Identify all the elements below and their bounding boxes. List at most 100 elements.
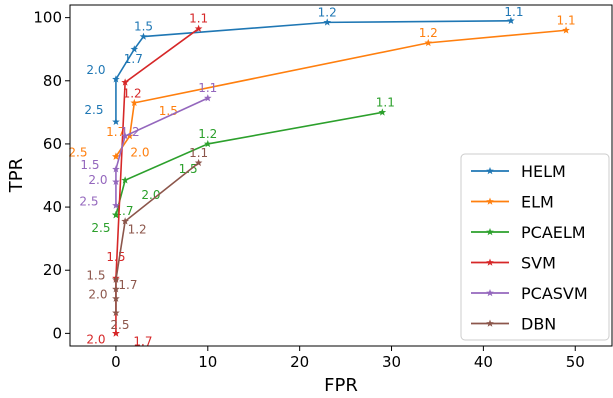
legend-entry-helm: HELM bbox=[471, 162, 566, 181]
series-helm: 1.1 1.2 1.5 1.7 2.0 2.5 bbox=[84, 5, 523, 126]
point-label-pcaelm: 1.2 bbox=[198, 127, 217, 141]
point-label-svm: 1.1 bbox=[189, 12, 208, 26]
legend-entry-elm: ELM bbox=[471, 193, 554, 212]
point-label-elm: 1.1 bbox=[557, 13, 576, 27]
data-point-dbn bbox=[112, 285, 120, 293]
data-point-helm bbox=[112, 75, 120, 83]
data-point-helm bbox=[139, 32, 148, 40]
legend-label: PCASVM bbox=[521, 284, 588, 303]
data-point-helm bbox=[507, 16, 515, 25]
point-label-pcasvm: 2.0 bbox=[88, 173, 107, 187]
series-dbn: 1.11.21.51.72.02.5 bbox=[86, 146, 208, 332]
data-point-helm bbox=[130, 45, 139, 53]
y-tick-label: 0 bbox=[52, 324, 62, 342]
legend-marker bbox=[486, 197, 494, 205]
legend-marker bbox=[486, 289, 494, 297]
legend-label: DBN bbox=[521, 315, 556, 334]
data-point-pcasvm bbox=[121, 132, 129, 140]
data-point-pcasvm bbox=[112, 177, 120, 186]
legend-label: SVM bbox=[521, 254, 556, 273]
point-label-svm: 1.2 bbox=[123, 86, 142, 100]
legend-label: PCAELM bbox=[521, 223, 586, 242]
y-tick-label: 20 bbox=[43, 261, 62, 279]
point-label-svm: 1.5 bbox=[106, 250, 125, 264]
point-label-elm: 2.0 bbox=[130, 146, 149, 160]
legend-marker bbox=[486, 319, 494, 327]
data-point-elm bbox=[562, 26, 570, 34]
point-label-dbn: 2.0 bbox=[88, 288, 107, 302]
legend-frame bbox=[460, 153, 610, 341]
point-label-pcasvm: 2.5 bbox=[79, 194, 98, 208]
point-label-svm: 2.0 bbox=[86, 332, 105, 346]
point-label-elm: 1.7 bbox=[106, 125, 125, 139]
data-point-elm bbox=[112, 152, 120, 160]
data-point-helm bbox=[112, 117, 120, 126]
series-elm: 1.1 1.2 1.5 1.7 2.0 2.5 bbox=[68, 13, 576, 160]
legend: HELM ELM PCAELM SVM PCASVM DBN bbox=[460, 153, 610, 341]
data-point-pcaelm bbox=[203, 139, 212, 148]
y-tick-label: 60 bbox=[43, 135, 62, 153]
series-line-pcaelm bbox=[115, 111, 383, 216]
data-point-dbn bbox=[112, 294, 120, 302]
plot-area: 1.11.21.51.72.02.51.11.21.51.72.02.51.11… bbox=[68, 5, 575, 349]
point-label-pcaelm: 2.5 bbox=[91, 221, 110, 235]
y-tick-label: 40 bbox=[43, 198, 62, 216]
legend-marker bbox=[486, 228, 494, 236]
series-line-helm bbox=[115, 19, 511, 122]
x-tick-label: 40 bbox=[474, 353, 493, 371]
point-label-helm: 1.7 bbox=[124, 52, 143, 66]
x-tick-label: 0 bbox=[111, 353, 121, 371]
point-label-pcasvm: 1.2 bbox=[121, 125, 140, 139]
data-point-pcaelm bbox=[378, 108, 387, 116]
x-axis-label: FPR bbox=[324, 375, 358, 396]
y-tick-label: 100 bbox=[33, 9, 62, 27]
point-label-pcaelm: 1.5 bbox=[179, 162, 198, 176]
point-label-svm: 1.7 bbox=[133, 334, 152, 348]
data-point-dbn bbox=[194, 158, 203, 167]
y-tick-label: 80 bbox=[43, 72, 62, 90]
legend-marker bbox=[486, 167, 494, 175]
series-pcasvm: 1.11.21.52.02.5 bbox=[79, 81, 217, 209]
y-axis-label: TPR bbox=[6, 158, 27, 193]
point-label-pcaelm: 1.1 bbox=[376, 95, 395, 109]
data-point-pcasvm bbox=[112, 201, 120, 209]
point-label-dbn: 1.1 bbox=[189, 146, 208, 160]
x-tick-label: 50 bbox=[566, 353, 585, 371]
y-axis: 0 20 40 60 80 100 bbox=[33, 9, 70, 342]
series-line-elm bbox=[115, 29, 567, 158]
plot-frame bbox=[69, 4, 613, 347]
x-tick-label: 10 bbox=[198, 353, 217, 371]
point-label-helm: 2.0 bbox=[86, 63, 105, 77]
data-point-pcasvm bbox=[203, 94, 212, 102]
data-point-dbn bbox=[112, 308, 120, 317]
point-label-helm: 1.5 bbox=[134, 20, 153, 34]
data-point-pcaelm bbox=[121, 176, 129, 184]
legend-label: HELM bbox=[521, 162, 566, 181]
point-label-pcasvm: 1.5 bbox=[80, 158, 99, 172]
data-point-pcaelm bbox=[112, 210, 120, 219]
x-tick-label: 20 bbox=[290, 353, 309, 371]
point-label-elm: 2.5 bbox=[68, 146, 87, 160]
data-point-svm bbox=[194, 24, 203, 32]
point-label-dbn: 2.5 bbox=[110, 318, 129, 332]
point-label-pcaelm: 2.0 bbox=[141, 188, 160, 202]
x-tick-label: 30 bbox=[382, 353, 401, 371]
point-label-helm: 1.1 bbox=[504, 5, 523, 19]
point-label-helm: 1.2 bbox=[318, 5, 337, 19]
data-point-dbn bbox=[112, 275, 120, 283]
legend-marker bbox=[486, 258, 494, 266]
point-label-dbn: 1.2 bbox=[128, 222, 147, 236]
data-point-svm bbox=[121, 78, 129, 86]
data-point-pcasvm bbox=[112, 165, 120, 173]
series-line-dbn bbox=[115, 162, 200, 313]
data-point-dbn bbox=[121, 217, 129, 225]
point-label-dbn: 1.7 bbox=[118, 278, 137, 292]
legend-entry-pcasvm: PCASVM bbox=[471, 284, 588, 303]
point-label-helm: 2.5 bbox=[84, 103, 103, 117]
data-point-elm bbox=[424, 38, 433, 47]
point-label-dbn: 1.5 bbox=[86, 269, 105, 283]
point-label-pcasvm: 1.1 bbox=[198, 81, 217, 95]
legend-entry-dbn: DBN bbox=[471, 315, 556, 334]
data-point-elm bbox=[130, 98, 139, 107]
